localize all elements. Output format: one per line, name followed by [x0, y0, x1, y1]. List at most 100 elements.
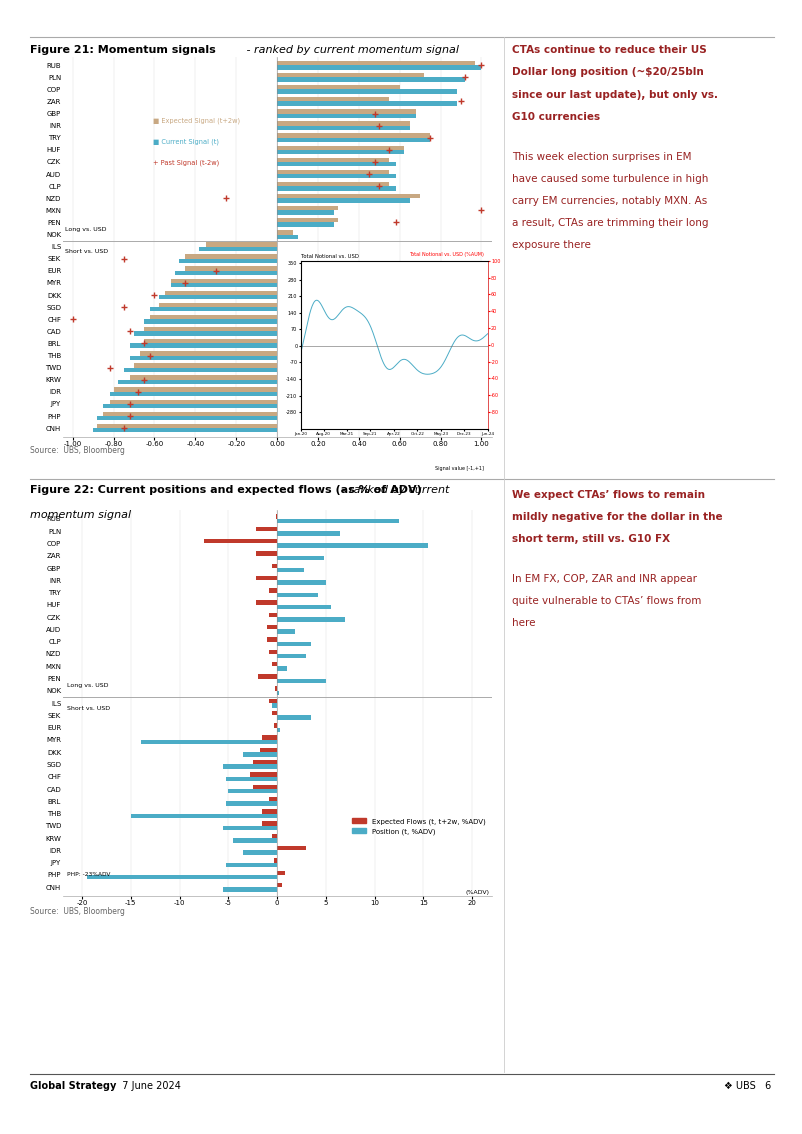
Bar — [229, 789, 277, 794]
Bar — [277, 235, 298, 239]
Text: We expect CTAs’ flows to remain: We expect CTAs’ flows to remain — [512, 490, 705, 500]
Bar — [277, 145, 403, 150]
Text: have caused some turbulence in high: have caused some turbulence in high — [512, 174, 708, 184]
Bar — [277, 531, 341, 535]
Bar — [277, 568, 305, 573]
Text: ■ Expected Signal (t+2w): ■ Expected Signal (t+2w) — [152, 118, 240, 124]
Bar — [277, 137, 431, 142]
Text: Total Notional vs. USD (%AUM): Total Notional vs. USD (%AUM) — [409, 253, 484, 257]
Text: CTAs continue to reduce their US: CTAs continue to reduce their US — [512, 45, 707, 56]
Bar — [277, 77, 465, 82]
Text: Long vs. USD: Long vs. USD — [65, 227, 106, 232]
Bar — [272, 711, 277, 716]
Bar — [243, 752, 277, 756]
Bar — [277, 678, 326, 683]
Bar — [262, 821, 277, 826]
Text: + Past Signal (t-2w): + Past Signal (t-2w) — [152, 159, 219, 166]
Bar — [159, 303, 277, 307]
Text: Short vs. USD: Short vs. USD — [67, 705, 111, 711]
Text: This week election surprises in EM: This week election surprises in EM — [512, 152, 691, 161]
Bar — [277, 871, 285, 875]
Bar — [277, 170, 390, 174]
Bar — [185, 266, 277, 271]
Bar — [277, 113, 416, 118]
Bar — [144, 327, 277, 331]
Bar — [277, 846, 306, 850]
Bar — [233, 838, 277, 843]
Bar — [159, 295, 277, 299]
Text: momentum signal: momentum signal — [30, 510, 132, 521]
Bar — [277, 181, 390, 186]
Bar — [277, 581, 326, 585]
Bar — [256, 551, 277, 556]
Bar — [269, 797, 277, 802]
Text: Dollar long position (~$20/25bln: Dollar long position (~$20/25bln — [512, 68, 703, 77]
Bar — [151, 315, 277, 320]
Bar — [277, 716, 311, 720]
Bar — [140, 739, 277, 744]
Bar — [272, 833, 277, 838]
Text: Total Notional vs. USD: Total Notional vs. USD — [301, 254, 358, 259]
Bar — [277, 222, 334, 227]
Bar — [269, 589, 277, 593]
Text: Long vs. USD: Long vs. USD — [67, 684, 109, 688]
Bar — [277, 629, 294, 634]
Bar — [277, 556, 324, 560]
Bar — [179, 259, 277, 263]
Text: Source:  UBS, Bloomberg: Source: UBS, Bloomberg — [30, 446, 125, 455]
Bar — [257, 674, 277, 678]
Bar — [140, 352, 277, 356]
Bar — [97, 424, 277, 429]
Bar — [103, 412, 277, 416]
Text: mildly negative for the dollar in the: mildly negative for the dollar in the — [512, 513, 723, 522]
Bar — [103, 404, 277, 408]
Bar — [175, 271, 277, 276]
Bar — [151, 307, 277, 312]
Text: a result, CTAs are trimming their long: a result, CTAs are trimming their long — [512, 218, 708, 228]
Bar — [97, 416, 277, 421]
Bar — [256, 600, 277, 604]
Bar — [130, 356, 277, 359]
Bar — [277, 728, 280, 733]
Bar — [118, 380, 277, 384]
Bar — [277, 194, 420, 198]
Bar — [267, 637, 277, 642]
Bar — [274, 723, 277, 728]
Bar — [134, 331, 277, 336]
Bar — [93, 429, 277, 432]
Text: ■ Current Signal (t): ■ Current Signal (t) — [152, 138, 219, 145]
Bar — [277, 162, 395, 167]
Bar — [144, 320, 277, 323]
Bar — [256, 576, 277, 581]
Bar — [269, 650, 277, 654]
Text: Global Strategy: Global Strategy — [30, 1081, 117, 1091]
Text: Figure 21: Momentum signals: Figure 21: Momentum signals — [30, 45, 217, 56]
Bar — [277, 109, 416, 113]
Bar — [262, 736, 277, 739]
Bar — [277, 883, 282, 887]
Text: G10 currencies: G10 currencies — [512, 112, 600, 121]
Bar — [275, 686, 277, 691]
Bar — [277, 593, 318, 596]
Bar — [269, 612, 277, 617]
Text: Source:  UBS, Bloomberg: Source: UBS, Bloomberg — [30, 907, 125, 916]
Text: short term, still vs. G10 FX: short term, still vs. G10 FX — [512, 534, 670, 544]
Bar — [131, 813, 277, 818]
Bar — [171, 279, 277, 284]
Bar — [124, 367, 277, 372]
Bar — [272, 564, 277, 568]
Text: carry EM currencies, notably MXN. As: carry EM currencies, notably MXN. As — [512, 196, 707, 205]
Bar — [277, 654, 306, 659]
Bar — [277, 134, 431, 137]
Bar — [253, 785, 277, 789]
Text: Signal value [-1,+1]: Signal value [-1,+1] — [435, 466, 484, 471]
Bar — [114, 388, 277, 392]
Bar — [226, 863, 277, 868]
Bar — [277, 206, 338, 210]
Bar — [253, 760, 277, 764]
Bar — [277, 174, 395, 178]
Bar — [260, 747, 277, 752]
Bar — [277, 61, 476, 65]
Text: - ranked by current momentum signal: - ranked by current momentum signal — [243, 45, 459, 56]
Bar — [277, 642, 311, 646]
